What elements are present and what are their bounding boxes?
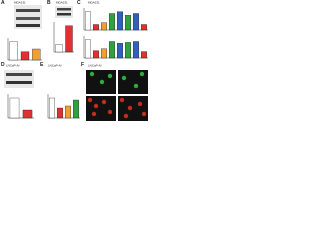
bar — [125, 15, 131, 31]
panel-label: MDA231 — [88, 0, 100, 4]
blots — [4, 5, 73, 88]
cell — [87, 97, 93, 103]
bar — [109, 13, 115, 31]
bar — [9, 97, 20, 119]
cell — [99, 79, 105, 85]
band — [57, 8, 71, 11]
bar — [32, 48, 41, 61]
panel-letter: D — [1, 62, 5, 68]
cell — [121, 75, 127, 81]
panel-letter: A — [1, 0, 5, 6]
page: A MDA231 B MDA231 C MDA231 D LNCaP-AI E LNCaP-AI F… — [1, 0, 148, 121]
cell — [127, 105, 133, 111]
bar — [117, 43, 123, 59]
band — [57, 13, 71, 16]
bar — [93, 24, 99, 31]
bar — [65, 105, 71, 119]
cell — [133, 83, 139, 89]
cell — [107, 73, 113, 79]
bar — [141, 51, 147, 59]
bar — [101, 48, 107, 59]
panel-letter: F — [81, 62, 84, 68]
blot — [4, 70, 34, 88]
bar — [133, 13, 139, 31]
panel-label: MDA231 — [14, 0, 26, 4]
panel-label: MDA231 — [56, 0, 68, 4]
bar — [93, 50, 99, 59]
panel-label: LNCaP-AI — [48, 63, 62, 67]
cell — [119, 97, 125, 103]
bar — [133, 41, 139, 59]
bar — [85, 39, 91, 59]
bar — [57, 107, 63, 119]
cell — [107, 109, 113, 115]
bar — [20, 51, 30, 61]
band — [16, 17, 40, 20]
band — [16, 9, 40, 12]
panel-label: LNCaP-AI — [88, 63, 102, 67]
bar — [65, 25, 73, 53]
blot — [55, 6, 73, 18]
panel-letter: C — [77, 0, 81, 6]
cell — [89, 71, 95, 77]
bar — [117, 11, 123, 31]
cell — [139, 71, 145, 77]
bar — [22, 109, 33, 119]
cell — [91, 111, 97, 117]
bar — [9, 41, 18, 61]
cell — [123, 113, 129, 119]
cell — [137, 101, 143, 107]
bar — [55, 44, 63, 53]
bar — [85, 11, 91, 31]
bar — [49, 97, 55, 119]
band — [16, 24, 40, 27]
bar — [125, 42, 131, 59]
panel-letter: B — [47, 0, 51, 6]
bar — [109, 41, 115, 59]
micrographs — [86, 70, 148, 121]
band — [6, 81, 32, 84]
band — [6, 73, 32, 76]
bar — [141, 24, 147, 31]
cell — [101, 99, 107, 105]
cell — [141, 111, 147, 117]
panel-label: LNCaP-AI — [6, 63, 20, 67]
cell — [93, 103, 99, 109]
bar — [73, 99, 79, 119]
bar — [101, 22, 107, 31]
panel-letter: E — [40, 62, 44, 68]
